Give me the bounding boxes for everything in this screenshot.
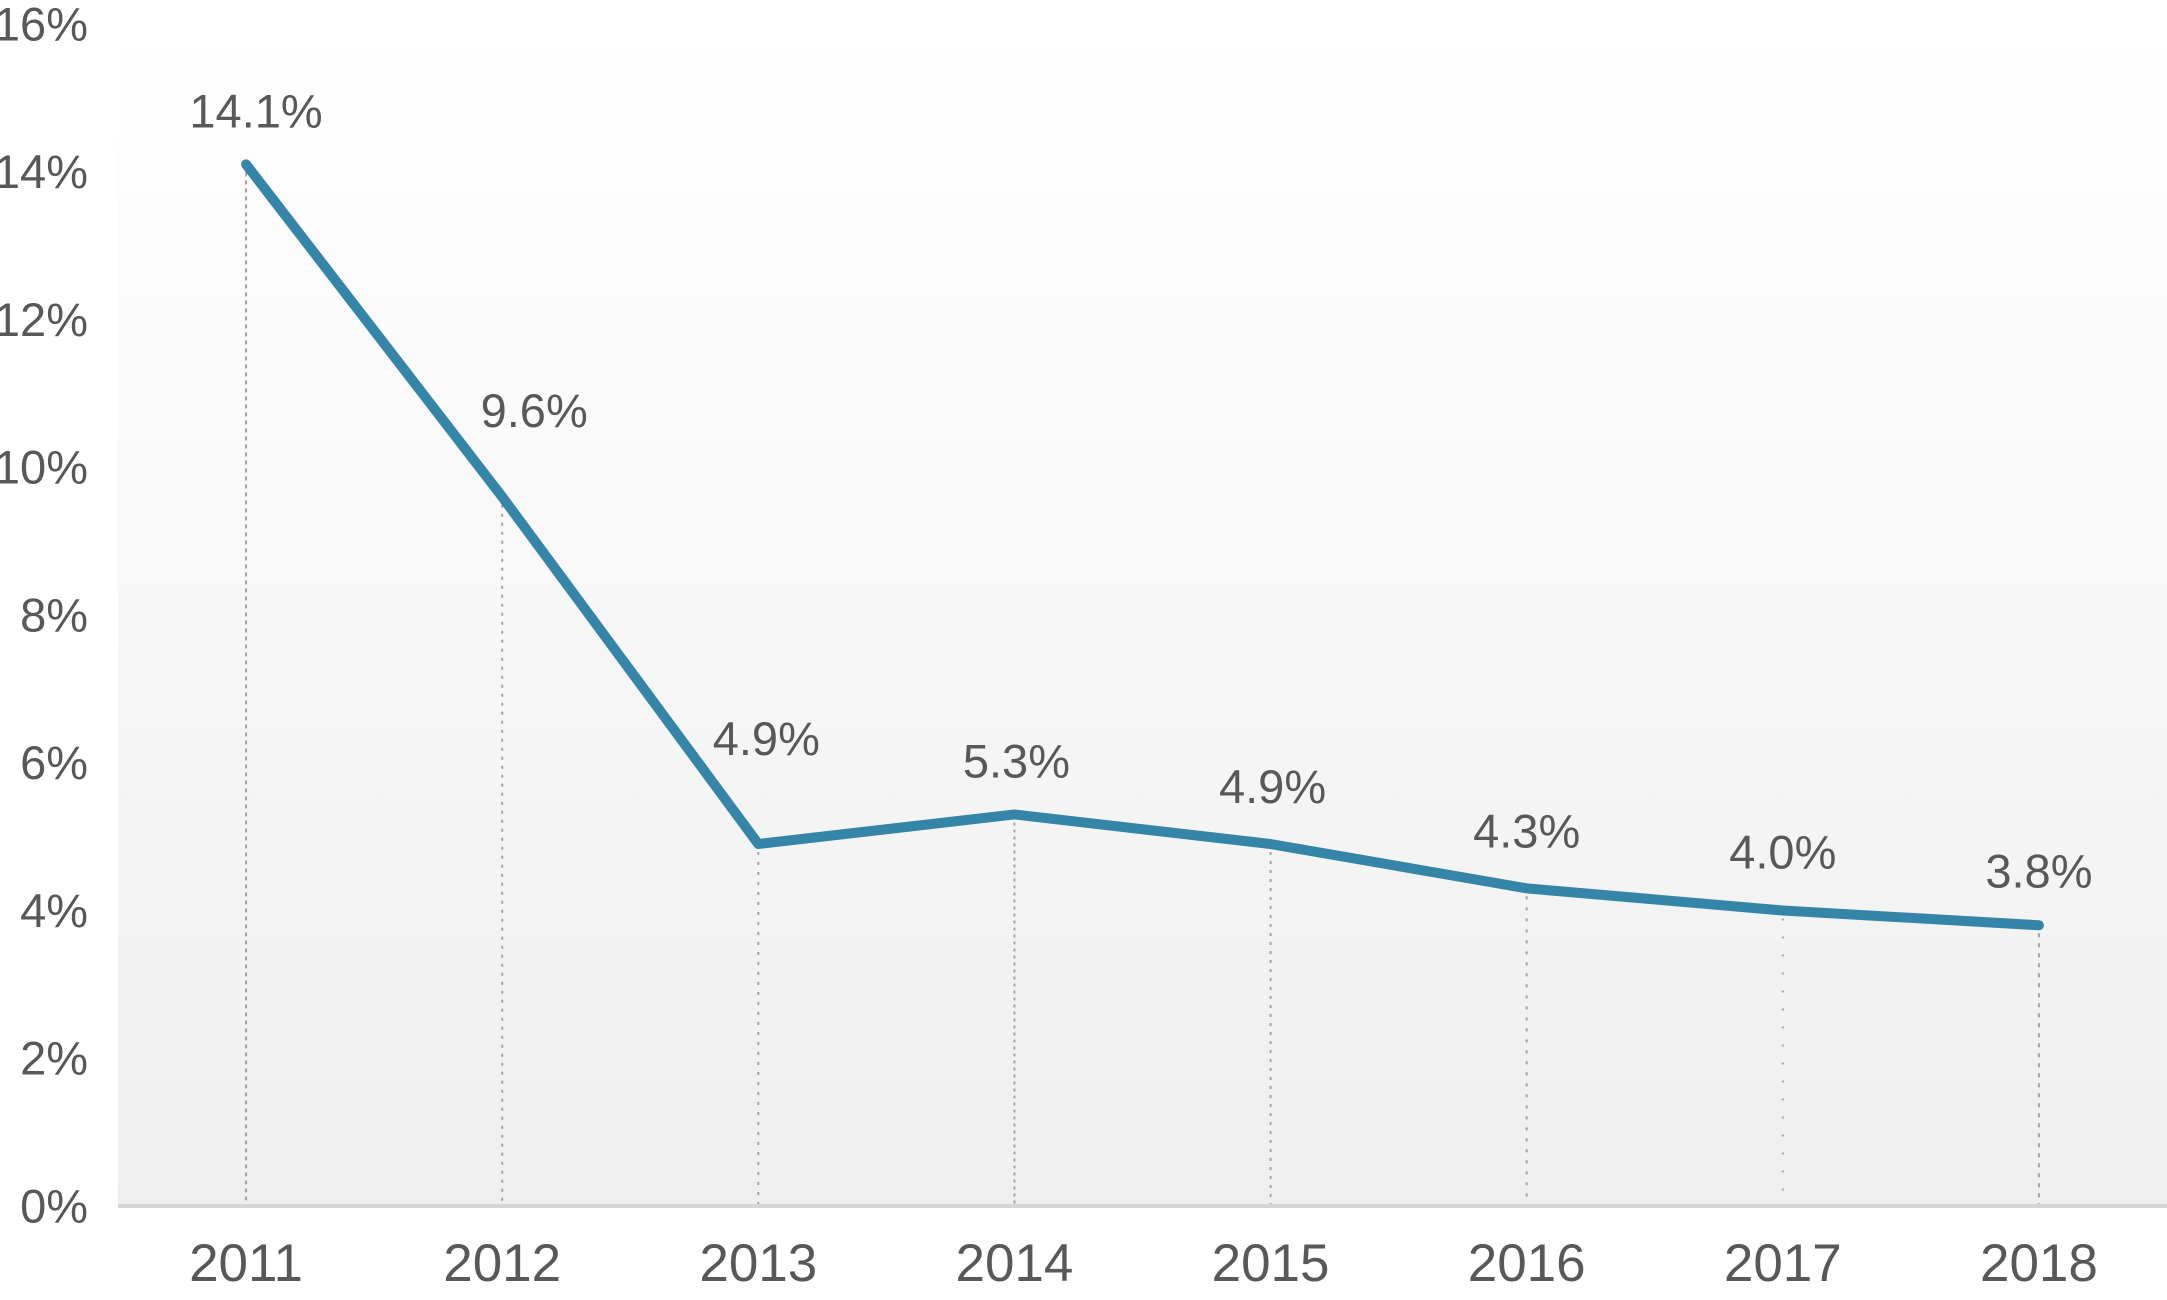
data-point-label: 4.9% <box>1219 760 1326 813</box>
data-point-label: 4.0% <box>1729 826 1836 879</box>
y-tick-label: 12% <box>0 293 88 346</box>
y-tick-label: 2% <box>20 1032 88 1085</box>
plot-area <box>118 24 2167 1206</box>
x-tick-label: 2013 <box>699 1234 817 1293</box>
data-point-label: 4.9% <box>713 712 820 765</box>
x-tick-label: 2012 <box>443 1234 561 1293</box>
data-point-label: 14.1% <box>189 84 322 137</box>
data-point-label: 3.8% <box>1985 844 2092 897</box>
x-tick-label: 2018 <box>1980 1234 2098 1293</box>
y-tick-label: 6% <box>20 736 88 789</box>
y-tick-label: 10% <box>0 441 88 494</box>
data-point-label: 5.3% <box>963 734 1070 787</box>
y-tick-label: 8% <box>20 588 88 641</box>
data-point-label: 4.3% <box>1473 804 1580 857</box>
y-tick-label: 14% <box>0 145 88 198</box>
y-tick-label: 0% <box>20 1179 88 1232</box>
x-tick-label: 2014 <box>955 1234 1073 1293</box>
y-tick-label: 16% <box>0 0 88 50</box>
x-tick-label: 2011 <box>189 1234 303 1293</box>
trend-line <box>241 159 2044 931</box>
x-tick-label: 2016 <box>1468 1234 1586 1293</box>
x-tick-label: 2015 <box>1212 1234 1330 1293</box>
x-axis-line <box>118 1204 2167 1208</box>
data-point-label: 9.6% <box>481 384 588 437</box>
x-tick-label: 2017 <box>1724 1234 1842 1293</box>
y-tick-label: 4% <box>20 884 88 937</box>
